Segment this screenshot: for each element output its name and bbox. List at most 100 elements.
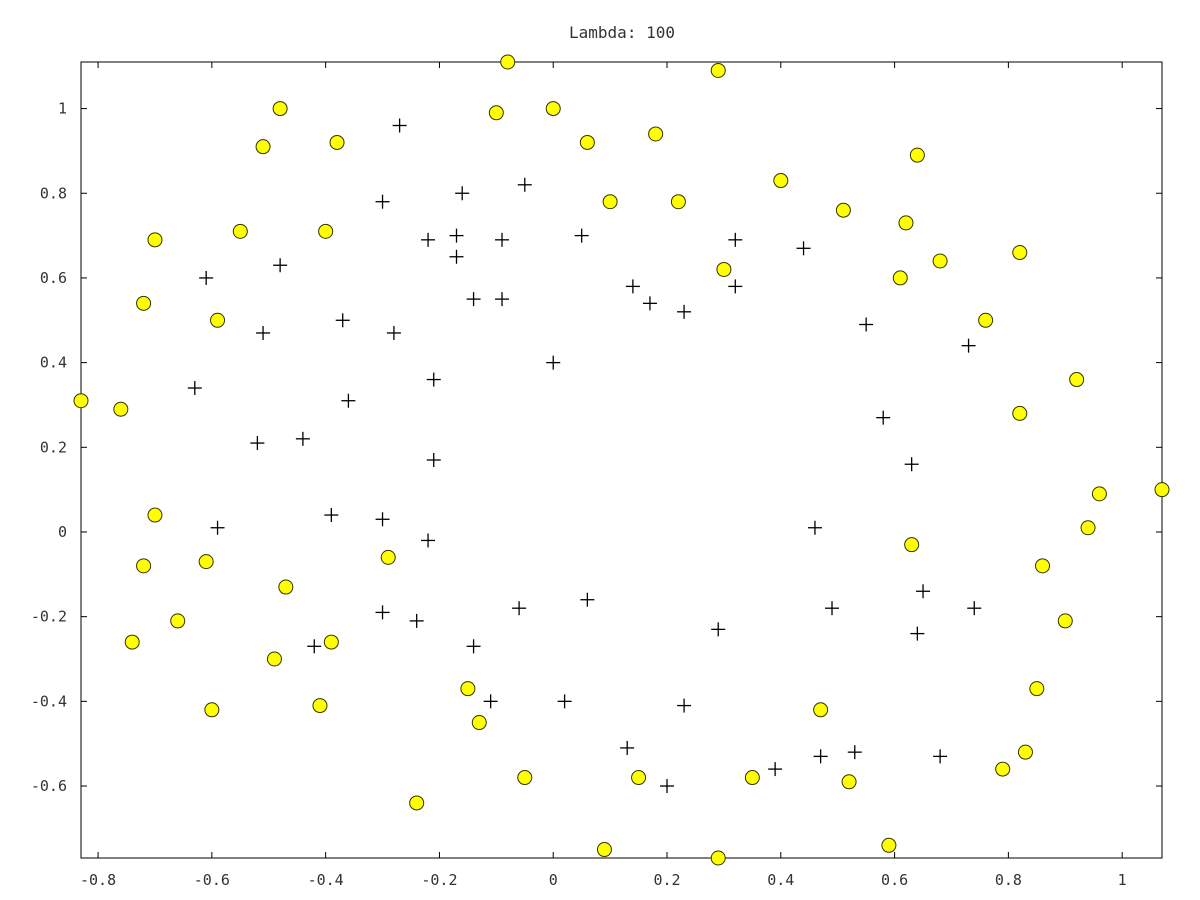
circle-marker-29 <box>1154 482 1170 498</box>
plus-marker-32 <box>904 457 919 472</box>
x-tick-label: 0.6 <box>881 871 908 889</box>
plus-marker-46 <box>910 626 925 641</box>
circle-marker-11 <box>835 202 851 218</box>
circle-marker-41 <box>124 634 140 650</box>
plus-marker-37 <box>421 533 436 548</box>
circle-marker-30 <box>1091 486 1107 502</box>
plus-marker-51 <box>677 698 692 713</box>
circle-marker-0 <box>500 54 516 70</box>
plus-marker-29 <box>295 431 310 446</box>
circle-marker-16 <box>318 223 334 239</box>
y-tick-label: -0.4 <box>31 692 67 710</box>
plus-marker-38 <box>580 592 595 607</box>
circle-marker-39 <box>170 613 186 629</box>
circle-marker-59 <box>710 850 726 866</box>
circle-marker-12 <box>898 215 914 231</box>
circle-marker-23 <box>210 312 226 328</box>
x-tick-label: -0.2 <box>421 871 457 889</box>
y-tick-label: -0.6 <box>31 777 67 795</box>
x-tick-label: -0.8 <box>80 871 116 889</box>
circle-marker-51 <box>995 761 1011 777</box>
plus-marker-44 <box>409 613 424 628</box>
circle-marker-4 <box>545 101 561 117</box>
plus-marker-6 <box>495 232 510 247</box>
circle-marker-25 <box>1069 372 1085 388</box>
circle-marker-58 <box>596 842 612 858</box>
x-tick-label: 0 <box>549 871 558 889</box>
plus-marker-47 <box>307 639 322 654</box>
y-tick-label: 1 <box>58 100 67 118</box>
circle-marker-7 <box>579 134 595 150</box>
circle-marker-55 <box>841 774 857 790</box>
circle-marker-38 <box>278 579 294 595</box>
plus-marker-56 <box>768 762 783 777</box>
plus-marker-34 <box>324 508 339 523</box>
y-tick-label: 0.8 <box>40 184 67 202</box>
circle-marker-31 <box>1080 520 1096 536</box>
plus-marker-15 <box>677 304 692 319</box>
plus-marker-14 <box>642 296 657 311</box>
plus-marker-28 <box>876 410 891 425</box>
plus-marker-22 <box>859 317 874 332</box>
plot-frame <box>80 61 1163 859</box>
plus-marker-8 <box>449 249 464 264</box>
plus-marker-24 <box>546 355 561 370</box>
plus-marker-20 <box>256 325 271 340</box>
plus-marker-26 <box>187 381 202 396</box>
circle-marker-34 <box>380 549 396 565</box>
plus-marker-3 <box>375 194 390 209</box>
circle-marker-26 <box>73 393 89 409</box>
circle-marker-35 <box>198 554 214 570</box>
plus-marker-54 <box>813 749 828 764</box>
y-tick-label: 0.6 <box>40 269 67 287</box>
plus-marker-7 <box>574 228 589 243</box>
x-tick-label: -0.4 <box>308 871 344 889</box>
circle-marker-9 <box>909 147 925 163</box>
plus-marker-42 <box>916 584 931 599</box>
x-tick-label: 0.4 <box>767 871 794 889</box>
y-tick-label: 0.4 <box>40 354 67 372</box>
circle-marker-13 <box>602 194 618 210</box>
plus-marker-52 <box>620 740 635 755</box>
plus-marker-18 <box>796 241 811 256</box>
circle-marker-19 <box>932 253 948 269</box>
circle-marker-28 <box>1012 405 1028 421</box>
circle-marker-44 <box>460 681 476 697</box>
circle-marker-40 <box>1057 613 1073 629</box>
plus-marker-5 <box>449 228 464 243</box>
plus-marker-23 <box>961 338 976 353</box>
plus-marker-53 <box>847 745 862 760</box>
circle-marker-49 <box>471 715 487 731</box>
circle-marker-5 <box>255 139 271 155</box>
circle-marker-10 <box>773 173 789 189</box>
circle-marker-18 <box>1012 245 1028 261</box>
plus-marker-19 <box>335 313 350 328</box>
circle-marker-43 <box>266 651 282 667</box>
data-points <box>73 54 1170 866</box>
x-tick-label: -0.6 <box>194 871 230 889</box>
plus-marker-35 <box>375 512 390 527</box>
plus-marker-31 <box>426 453 441 467</box>
circle-marker-15 <box>232 223 248 239</box>
circle-marker-27 <box>113 401 129 417</box>
circle-marker-22 <box>136 295 152 311</box>
plus-marker-48 <box>466 639 481 654</box>
chart-title: Lambda: 100 <box>569 23 675 42</box>
axis-ticks <box>81 62 1162 858</box>
plus-marker-0 <box>392 118 407 133</box>
circle-marker-8 <box>648 126 664 142</box>
circle-marker-1 <box>710 62 726 78</box>
plus-marker-50 <box>557 694 572 709</box>
plus-marker-1 <box>455 186 470 201</box>
plus-marker-36 <box>807 520 822 535</box>
circle-marker-2 <box>272 101 288 117</box>
plus-marker-21 <box>386 325 401 340</box>
plus-marker-4 <box>421 232 436 247</box>
plus-marker-55 <box>933 749 948 764</box>
circle-marker-36 <box>136 558 152 574</box>
plus-marker-39 <box>375 605 390 620</box>
plus-marker-17 <box>728 279 743 294</box>
circle-marker-21 <box>892 270 908 286</box>
y-axis-tick-labels: -0.6 -0.4 -0.2 0 0.2 0.4 0.6 0.8 1 <box>31 100 67 795</box>
circle-marker-50 <box>1017 744 1033 760</box>
